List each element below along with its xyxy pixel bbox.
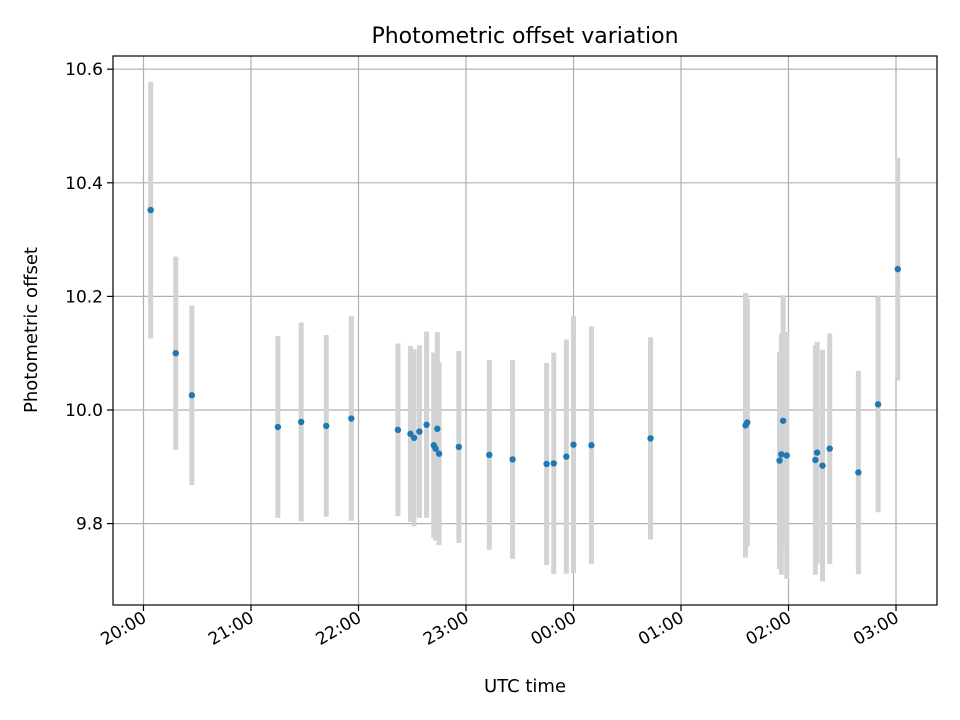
y-tick-label: 10.4 bbox=[65, 174, 103, 194]
data-point bbox=[188, 392, 196, 399]
x-axis-label: UTC time bbox=[484, 676, 566, 697]
data-point bbox=[323, 422, 330, 430]
data-point bbox=[812, 456, 819, 464]
y-tick-label: 10.0 bbox=[65, 401, 103, 421]
data-point bbox=[874, 401, 882, 408]
data-point bbox=[434, 425, 441, 432]
data-point bbox=[423, 421, 430, 428]
data-point bbox=[543, 460, 550, 468]
y-tick-label: 9.8 bbox=[76, 515, 103, 535]
data-point bbox=[348, 415, 355, 422]
data-point bbox=[410, 434, 418, 442]
data-point bbox=[509, 456, 516, 463]
data-point bbox=[778, 451, 785, 458]
data-point bbox=[486, 451, 493, 459]
data-point bbox=[570, 441, 577, 448]
data-point bbox=[779, 417, 787, 424]
data-point bbox=[826, 445, 833, 452]
y-axis-label: Photometric offset bbox=[21, 247, 42, 413]
data-points bbox=[147, 206, 901, 476]
grid-lines bbox=[113, 56, 937, 605]
y-axis-ticks: 9.8 10.0 10.2 10.4 10.6 bbox=[65, 60, 113, 535]
data-point bbox=[416, 428, 423, 435]
data-point bbox=[147, 206, 154, 214]
data-point bbox=[588, 442, 595, 449]
plot-area-frame bbox=[112, 55, 938, 606]
y-tick-label: 10.2 bbox=[65, 287, 103, 307]
data-point bbox=[776, 457, 783, 464]
data-point bbox=[647, 435, 654, 442]
data-point bbox=[783, 452, 790, 459]
data-point bbox=[172, 350, 179, 357]
data-point bbox=[432, 445, 439, 452]
data-point bbox=[813, 449, 821, 456]
y-tick-label: 10.6 bbox=[65, 60, 103, 80]
data-point bbox=[297, 418, 305, 426]
data-point bbox=[274, 423, 282, 431]
data-point bbox=[855, 469, 862, 476]
data-point bbox=[455, 443, 463, 451]
data-point bbox=[819, 462, 826, 469]
data-point bbox=[894, 265, 901, 273]
data-point bbox=[744, 419, 751, 426]
data-point bbox=[550, 460, 557, 467]
data-point bbox=[394, 426, 402, 434]
data-point bbox=[563, 453, 570, 460]
chart-title: Photometric offset variation bbox=[371, 24, 678, 49]
data-point bbox=[435, 450, 443, 457]
